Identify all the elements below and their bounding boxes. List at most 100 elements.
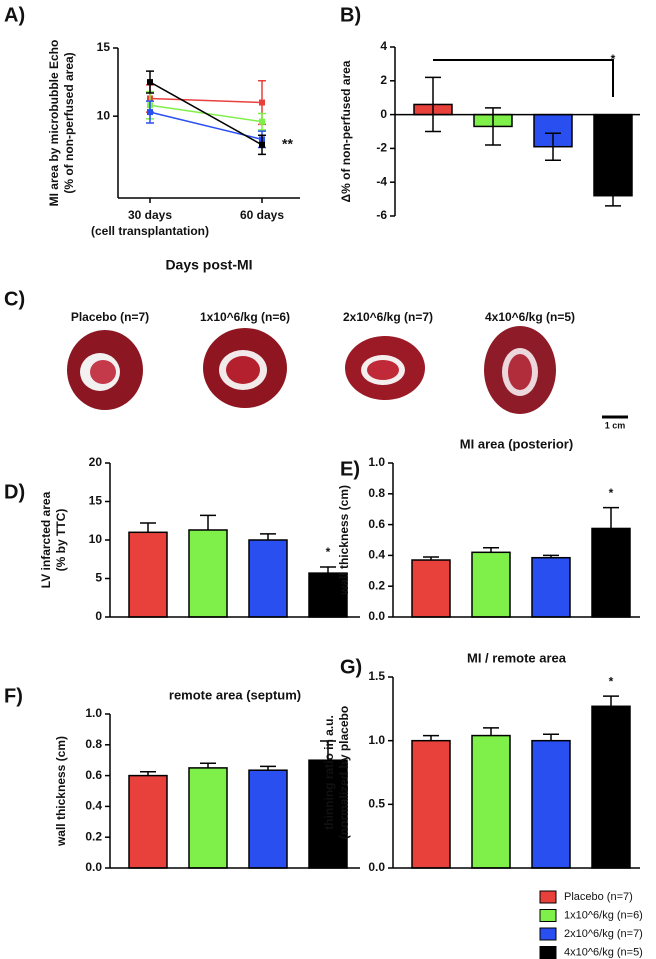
photo-label: 4x10^6/kg (n=5) (485, 310, 575, 324)
legend-label: Placebo (n=7) (564, 891, 633, 903)
error-bar (605, 184, 621, 207)
y-tick-label: 0.0 (85, 860, 102, 874)
y-tick-label: 0.0 (368, 609, 385, 623)
heart-photos (67, 326, 556, 414)
marker (259, 118, 265, 125)
error-bar (425, 76, 441, 133)
y-tick-label: 0.4 (368, 548, 385, 562)
error-bar (603, 695, 619, 707)
panel-letter: D) (4, 481, 25, 503)
y-tick-label: -2 (376, 141, 387, 155)
error-bar (200, 762, 216, 768)
annotation: * (326, 545, 331, 559)
bar (188, 529, 228, 618)
panel-letter: E) (340, 458, 360, 480)
legend-swatch (539, 927, 557, 941)
error-bar (320, 740, 336, 761)
error-bar (260, 533, 276, 540)
photo-label: 1x10^6/kg (n=6) (200, 310, 290, 324)
bar (471, 734, 511, 869)
legend-swatch (539, 946, 557, 959)
legend-label: 1x10^6/kg (n=6) (564, 909, 643, 921)
x-tick-label: 60 days (240, 208, 284, 222)
scale-bar-label: 1 cm (605, 420, 626, 430)
y-tick-label: 0.2 (368, 578, 385, 592)
y-tick-label: 0 (380, 107, 387, 121)
bar (308, 572, 348, 618)
bar (591, 705, 631, 869)
y-tick-label: 15 (97, 40, 111, 54)
legend-swatch (539, 890, 557, 904)
y-tick-label: 0.6 (368, 517, 385, 531)
error-bar (140, 522, 156, 533)
marker (259, 99, 265, 106)
bar (248, 539, 288, 618)
y-tick-label: 15 (89, 494, 103, 508)
y-tick-label: -4 (376, 174, 387, 188)
error-bar (320, 566, 336, 574)
error-bar (483, 546, 499, 553)
y-tick-label: 20 (89, 455, 103, 469)
photo-label: 2x10^6/kg (n=7) (343, 310, 433, 324)
annotation: * (611, 52, 616, 66)
annotation: * (609, 674, 614, 688)
error-bar (483, 727, 499, 736)
y-tick-label: 0.8 (368, 486, 385, 500)
y-tick-label: 0.0 (368, 860, 385, 874)
error-bar (200, 514, 216, 530)
marker (147, 79, 153, 86)
marker (259, 141, 265, 148)
y-axis-label: MI area by microbubble Echo (47, 40, 61, 207)
annotation: * (609, 486, 614, 500)
y-tick-label: 5 (95, 571, 102, 585)
y-axis-label: (normalized by placebo (337, 706, 351, 839)
chart-title: MI / remote area (467, 650, 567, 665)
panel-letter: C) (4, 288, 25, 310)
photo-label: Placebo (n=7) (71, 310, 149, 324)
bar (591, 527, 631, 618)
legend-swatch (539, 909, 557, 922)
error-bar (423, 734, 439, 741)
y-tick-label: 1.0 (85, 706, 102, 720)
x-tick-note: (cell transplantation) (91, 224, 209, 238)
x-axis-label: Days post-MI (165, 257, 252, 273)
y-tick-label: 2 (380, 73, 387, 87)
panel-letter: A) (4, 4, 25, 26)
bar (128, 531, 168, 618)
y-axis-label: wall thickness (cm) (337, 485, 351, 596)
chart-title: remote area (septum) (169, 687, 301, 702)
chart-title: MI area (posterior) (460, 436, 573, 451)
bar (188, 767, 228, 869)
bar (411, 559, 451, 618)
y-tick-label: 0.4 (85, 799, 102, 813)
marker (147, 109, 153, 116)
legend-label: 4x10^6/kg (n=5) (564, 946, 643, 958)
y-axis-label: LV infarcted area (39, 491, 53, 588)
y-axis-label: Δ% of non-perfused area (339, 60, 353, 202)
y-tick-label: 1.0 (368, 455, 385, 469)
y-tick-label: -6 (376, 208, 387, 222)
y-tick-label: 0.8 (85, 737, 102, 751)
bar (248, 769, 288, 869)
y-tick-label: 0 (95, 609, 102, 623)
bar (128, 774, 168, 869)
error-bar (543, 733, 559, 741)
bar (593, 113, 633, 197)
x-tick-label: 30 days (128, 208, 172, 222)
y-tick-label: 0.6 (85, 768, 102, 782)
y-tick-label: 1.0 (368, 733, 385, 747)
bar (531, 556, 571, 618)
panel-letter: F) (4, 685, 23, 707)
y-tick-label: 0.2 (85, 829, 102, 843)
bar (531, 739, 571, 869)
significance-line (433, 59, 614, 97)
series-line (149, 81, 263, 146)
y-axis-label: wall thickness (cm) (54, 736, 68, 847)
y-axis-label: (% of non-perfused area) (62, 52, 76, 193)
y-axis-label: thinning ratio in a.u. (322, 715, 336, 830)
y-axis-label: (% by TTC) (54, 509, 68, 572)
series-line (149, 97, 263, 104)
bar (471, 551, 511, 618)
annotation: ** (282, 136, 293, 152)
